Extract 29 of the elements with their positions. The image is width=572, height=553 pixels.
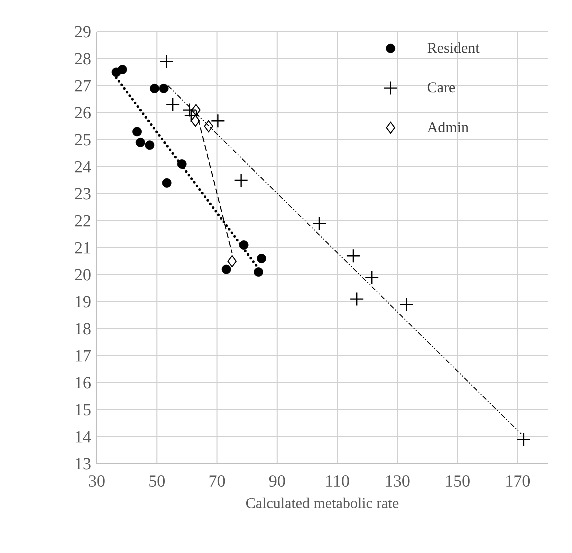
x-tick-label: 170 xyxy=(506,476,530,487)
legend-label: Admin xyxy=(427,122,469,133)
x-axis-title: Calculated metabolic rate xyxy=(246,498,399,508)
x-tick-label: 150 xyxy=(446,476,470,487)
y-tick-label: 15 xyxy=(76,404,91,416)
legend-label: Resident xyxy=(428,42,480,54)
y-tick-label: 29 xyxy=(75,26,91,38)
y-tick-label: 20 xyxy=(75,269,91,281)
x-tick-label: 110 xyxy=(326,476,350,487)
y-tick-label: 27 xyxy=(75,80,91,92)
y-tick-label: 21 xyxy=(75,242,90,254)
y-tick-label: 14 xyxy=(76,431,92,443)
y-tick-label: 16 xyxy=(76,377,91,389)
x-tick-label: 90 xyxy=(269,476,286,487)
y-tick-label: 18 xyxy=(76,323,91,335)
y-tick-label: 28 xyxy=(75,53,91,65)
y-tick-label: 13 xyxy=(76,458,91,470)
y-tick-label: 19 xyxy=(76,296,91,308)
x-tick-label: 50 xyxy=(150,476,165,487)
y-tick-label: 17 xyxy=(76,350,91,362)
x-tick-label: 30 xyxy=(89,476,105,487)
y-tick-label: 23 xyxy=(75,188,91,200)
y-tick-label: 24 xyxy=(75,161,92,173)
x-tick-label: 70 xyxy=(210,476,226,487)
y-tick-label: 25 xyxy=(75,134,91,146)
y-tick-label: 26 xyxy=(75,107,91,119)
x-tick-label: 130 xyxy=(386,476,410,487)
legend-label: Care xyxy=(428,82,456,93)
y-tick-label: 22 xyxy=(75,215,91,227)
